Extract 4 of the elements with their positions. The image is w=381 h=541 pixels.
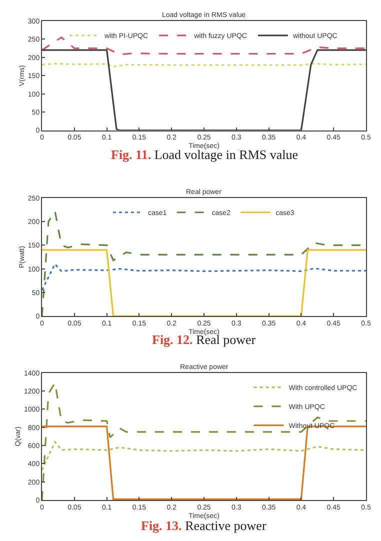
line-series [42,382,366,500]
caption: Fig. 13. Reactive power [141,518,267,533]
line-series [42,441,366,471]
line-series [42,263,366,291]
